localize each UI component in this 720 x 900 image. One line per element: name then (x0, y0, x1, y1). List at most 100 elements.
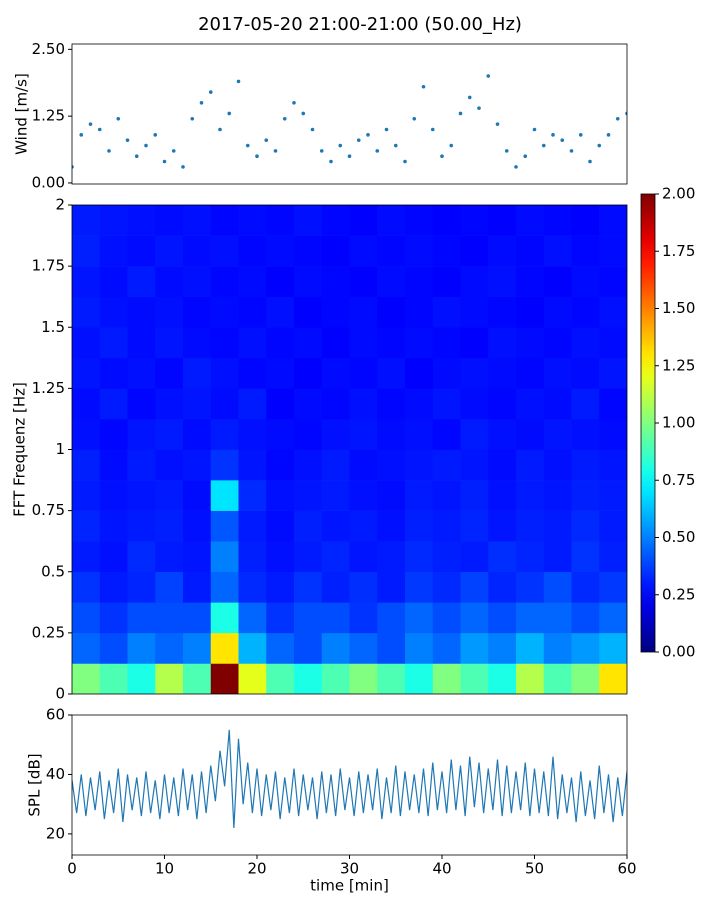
wind-point (514, 165, 518, 169)
spectrogram-cell (127, 418, 156, 450)
spectrogram-cell (377, 541, 406, 573)
spectrogram-cell (183, 235, 212, 267)
wind-point (384, 127, 389, 132)
spectrogram-cell (460, 388, 489, 420)
wind-point (430, 127, 435, 132)
spectrogram-cell (571, 632, 600, 664)
wind-point (375, 149, 380, 153)
spectrogram-cell (321, 357, 350, 389)
spectrogram-cell (349, 418, 378, 450)
spectrogram-cell (72, 327, 101, 359)
spectrogram-cell (488, 571, 517, 603)
spectrogram-cell (266, 388, 295, 420)
spectrogram-cell (238, 632, 267, 664)
spectrogram-cell (349, 571, 378, 603)
spectrogram-cell (349, 266, 378, 297)
spectrogram-cell (460, 418, 489, 450)
spectrogram-cell (72, 510, 101, 542)
wind-point (588, 159, 592, 164)
wind-point (319, 149, 324, 153)
spectrogram-cell (155, 205, 184, 236)
spectrogram-cell (571, 510, 600, 542)
spectrogram-cell (599, 449, 627, 481)
spectrogram-cell (210, 235, 239, 267)
spectrogram-cell (238, 571, 267, 603)
spectrogram-cell (405, 449, 434, 481)
spectrogram-cell (599, 266, 627, 297)
spectrogram-cell (294, 296, 323, 328)
spectrogram-cell (127, 449, 156, 481)
spectrogram-cell (321, 480, 350, 511)
spectrogram-cell (155, 327, 184, 359)
spectrogram-cell (72, 235, 101, 267)
spectrogram-cell (155, 449, 184, 481)
spectrogram-cell (321, 296, 350, 328)
spectrogram-cell (405, 541, 434, 573)
spectrogram-cell (571, 205, 600, 236)
spectrogram-cell (155, 418, 184, 450)
y-axis-label: Wind [m/s] (13, 73, 31, 155)
spectrogram-cell (460, 327, 489, 359)
spectrogram-cell (210, 632, 239, 664)
spectrogram-cell (432, 480, 461, 511)
spectrogram-cell (571, 663, 600, 694)
spectrogram-cell (377, 388, 406, 420)
spectrogram-cell (183, 357, 212, 389)
spectrogram-cell (238, 541, 267, 573)
spectrogram-cell (516, 510, 545, 542)
spectrogram-cell (377, 205, 406, 236)
wind-point (477, 106, 481, 110)
spectrogram-cell (183, 449, 212, 481)
spectrogram-cell (238, 480, 267, 511)
wind-point (338, 143, 343, 148)
spectrogram-cell (72, 571, 101, 603)
wind-point (606, 133, 611, 137)
spectrogram-cell (377, 357, 406, 389)
spectrogram-cell (210, 541, 239, 573)
y-axis-label: SPL [dB] (26, 753, 44, 816)
spectrogram-cell (516, 541, 545, 573)
spectrogram-cell (183, 296, 212, 328)
plot-area (72, 205, 627, 694)
wind-point (255, 154, 259, 159)
spectrogram-cell (238, 449, 267, 481)
spectrogram-cell (321, 327, 350, 359)
spectrogram-cell (377, 235, 406, 267)
spectrogram-cell (127, 296, 156, 328)
spectrogram-cell (349, 296, 378, 328)
spectrogram-cell (377, 632, 406, 664)
spectrogram-cell (405, 663, 434, 694)
spectrogram-cell (405, 357, 434, 389)
spectrogram-cell (516, 327, 545, 359)
spectrogram-cell (266, 571, 295, 603)
x-tick-label: 30 (340, 860, 359, 878)
wind-point (403, 159, 407, 164)
spectrogram-cell (543, 418, 572, 450)
spectrogram-cell (294, 480, 323, 511)
spectrogram-cell (294, 602, 323, 634)
spectrogram-cell (349, 357, 378, 389)
spectrogram-cell (599, 418, 627, 450)
spectrogram-cell (543, 388, 572, 420)
spectrogram-cell (405, 602, 434, 634)
spectrogram-cell (99, 541, 128, 573)
spectrogram-cell (99, 418, 128, 450)
spectrogram-cell (488, 266, 517, 297)
spectrogram-cell (488, 357, 517, 389)
spectrogram-cell (266, 510, 295, 542)
spectrogram-cell (127, 235, 156, 267)
y-tick-label: 1 (55, 440, 65, 458)
spectrogram-cell (516, 357, 545, 389)
spectrogram-cell (210, 602, 239, 634)
spectrogram-cell (72, 632, 101, 664)
spectrogram-cell (294, 418, 323, 450)
spectrogram-cell (155, 632, 184, 664)
wind-point (144, 143, 148, 148)
spectrogram-cell (543, 632, 572, 664)
spectrogram-cell (349, 480, 378, 511)
spectrogram-cell (294, 663, 323, 694)
spectrogram-cell (405, 235, 434, 267)
spectrogram-cell (460, 510, 489, 542)
spectrogram-cell (543, 480, 572, 511)
wind-point (597, 143, 602, 148)
